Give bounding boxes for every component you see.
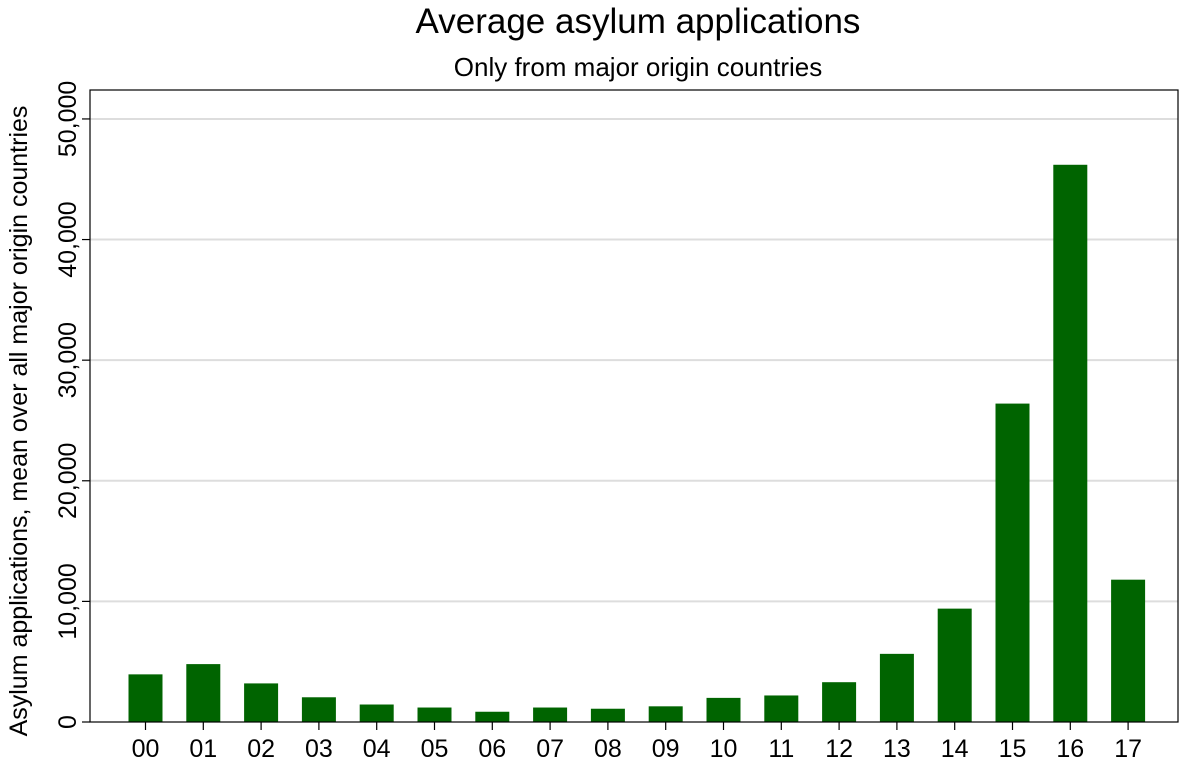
bar-16: [1053, 164, 1088, 722]
bar-11: [764, 695, 799, 722]
bar-02: [244, 683, 279, 722]
chart-subtitle: Only from major origin countries: [453, 52, 823, 82]
y-axis-title: Asylum applications, mean over all major…: [5, 106, 33, 737]
bar-05: [417, 707, 452, 722]
x-tick-label: 01: [189, 735, 217, 763]
x-tick-label: 00: [132, 735, 160, 763]
x-tick-label: 12: [825, 735, 853, 763]
y-tick-label: 20,000: [54, 443, 82, 519]
bar-17: [1111, 579, 1146, 722]
bar-00: [128, 674, 163, 722]
x-tick-label: 08: [594, 735, 622, 763]
y-tick-label: 10,000: [54, 563, 82, 639]
bar-07: [533, 707, 568, 722]
x-tick-label: 06: [478, 735, 506, 763]
x-tick-label: 02: [247, 735, 275, 763]
bar-13: [879, 653, 914, 722]
x-tick-label: 11: [768, 735, 794, 763]
y-tick-label: 50,000: [54, 81, 82, 157]
y-axis-ticks: 0 10,000 20,000 30,000 40,000 50,000: [54, 81, 90, 729]
bar-01: [186, 664, 221, 722]
bars: [128, 164, 1146, 722]
plot-frame: [89, 89, 1179, 723]
x-tick-label: 07: [536, 735, 564, 763]
bar-15: [995, 403, 1030, 722]
x-tick-label: 04: [363, 735, 391, 763]
bar-10: [706, 697, 741, 722]
x-tick-label: 14: [941, 735, 969, 763]
x-tick-label: 16: [1056, 735, 1084, 763]
bar-03: [301, 697, 336, 722]
bar-12: [822, 682, 857, 722]
bar-06: [475, 711, 510, 722]
x-tick-label: 05: [421, 735, 449, 763]
bar-14: [937, 608, 972, 722]
x-tick-label: 09: [652, 735, 680, 763]
x-tick-label: 03: [305, 735, 333, 763]
y-tick-label: 0: [54, 715, 82, 729]
x-tick-label: 13: [883, 735, 911, 763]
chart-title: Average asylum applications: [415, 2, 861, 41]
x-axis-ticks: 00 01 02 03 04 05 06 07 08 09 10 11 12 13 14 15 16 17: [132, 722, 1142, 763]
x-tick-label: 17: [1114, 735, 1142, 763]
x-tick-label: 15: [999, 735, 1027, 763]
bar-04: [359, 704, 394, 722]
y-tick-label: 40,000: [54, 201, 82, 277]
y-tick-label: 30,000: [54, 322, 82, 398]
bar-09: [648, 706, 683, 722]
x-tick-label: 10: [710, 735, 738, 763]
bar-08: [590, 708, 625, 722]
